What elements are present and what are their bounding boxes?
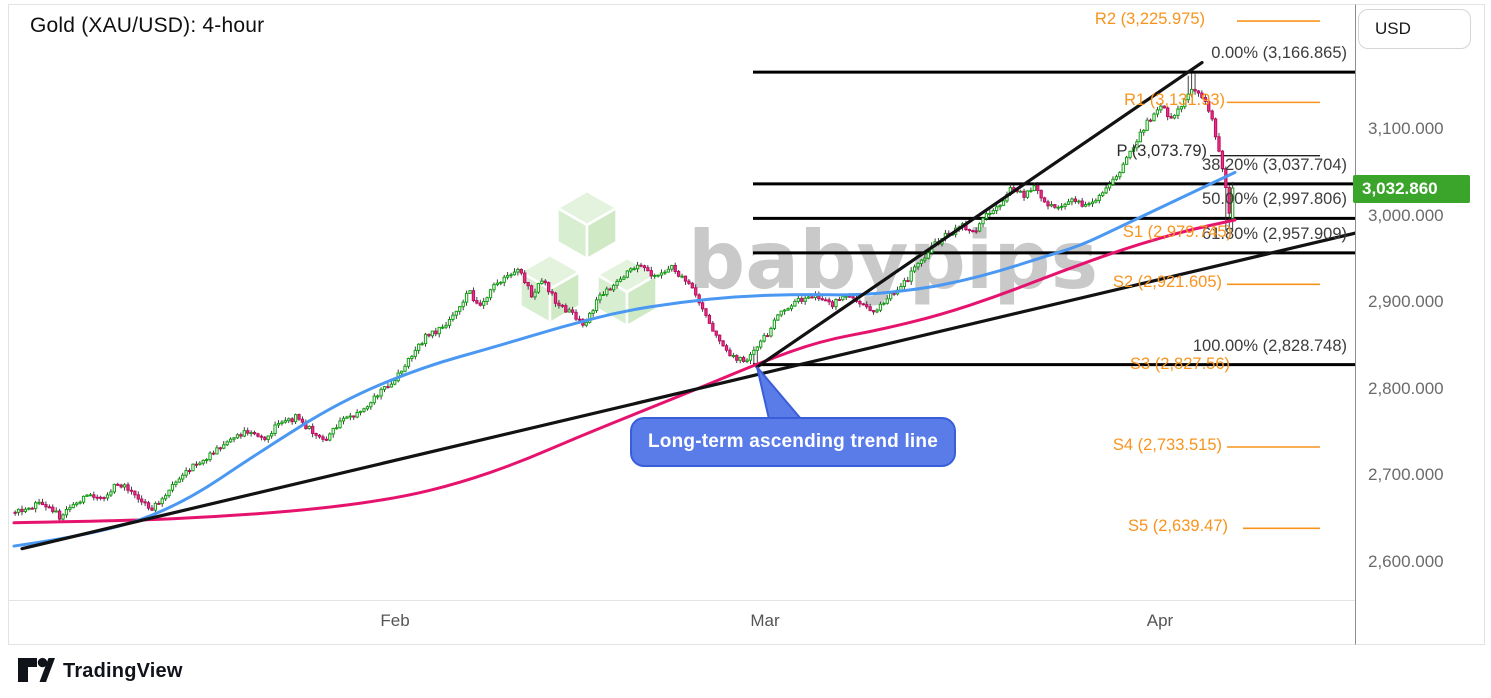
candlesticks: [13, 72, 1235, 523]
pivot-label-s4: S4 (2,733.515): [1112, 436, 1222, 454]
price-axis-label: 2,800.000: [1368, 378, 1444, 398]
fibonacci-lines: [753, 70, 1355, 367]
price-axis-label: 2,900.000: [1368, 292, 1444, 311]
price-axis-label: 3,100.000: [1368, 119, 1444, 138]
pivot-label-r2: R2 (3,225.975): [1094, 10, 1205, 29]
currency-button-label: USD: [1375, 19, 1411, 38]
babypips-watermark: babypips: [519, 189, 1098, 328]
fast-ma: [12, 170, 1237, 548]
pivot-label-s2: S2 (2,921.605): [1112, 273, 1222, 292]
tradingview-wordmark: TradingView: [63, 659, 183, 682]
steep-ascending: [755, 60, 1204, 369]
pivot-lines: [1210, 20, 1320, 530]
pivot-label-r1: R1 (3,131.93): [1124, 91, 1225, 110]
fib-label-50: 50.00% (2,997.806): [1202, 190, 1347, 209]
fib-label-0: 0.00% (3,166.865): [1211, 44, 1347, 63]
pivot-label-s1: S1 (2,979.745): [1122, 223, 1232, 242]
price-axis-label: 3,000.000: [1368, 205, 1444, 225]
tradingview-logo: [18, 657, 55, 682]
moving-averages: [12, 170, 1237, 548]
pivot-label-s5: S5 (2,639.47): [1128, 517, 1228, 536]
long-term-ascending: [20, 231, 1355, 551]
trendline-callout: Long-term ascending trend line: [630, 417, 956, 467]
current-price-badge: 3,032.860: [1353, 175, 1470, 203]
price-axis-label: 2,600.000: [1368, 551, 1444, 571]
trendline-callout-text: Long-term ascending trend line: [648, 431, 938, 452]
trend-lines: [20, 60, 1355, 551]
time-axis-label-mar: Mar: [750, 611, 780, 630]
trendline-callout-tail: [756, 366, 804, 420]
currency-button[interactable]: USD: [1358, 9, 1471, 49]
slow-ma: [12, 218, 1237, 525]
pivot-label-s3: S3 (2,827.56): [1130, 354, 1230, 373]
pivot-label-p: P (3,073.79): [1116, 141, 1207, 160]
time-axis-label-apr: Apr: [1146, 611, 1174, 630]
fib-label-61.8: 61.80% (2,957.909): [1202, 224, 1347, 243]
footer-branding: TradingView: [18, 652, 183, 690]
time-axis-label-feb: Feb: [380, 611, 410, 630]
chart-title: Gold (XAU/USD): 4-hour: [30, 14, 265, 37]
fib-label-38.2: 38.20% (3,037.704): [1202, 155, 1347, 174]
fib-label-100: 100.00% (2,828.748): [1192, 336, 1347, 355]
price-axis-label: 2,700.000: [1368, 465, 1444, 484]
